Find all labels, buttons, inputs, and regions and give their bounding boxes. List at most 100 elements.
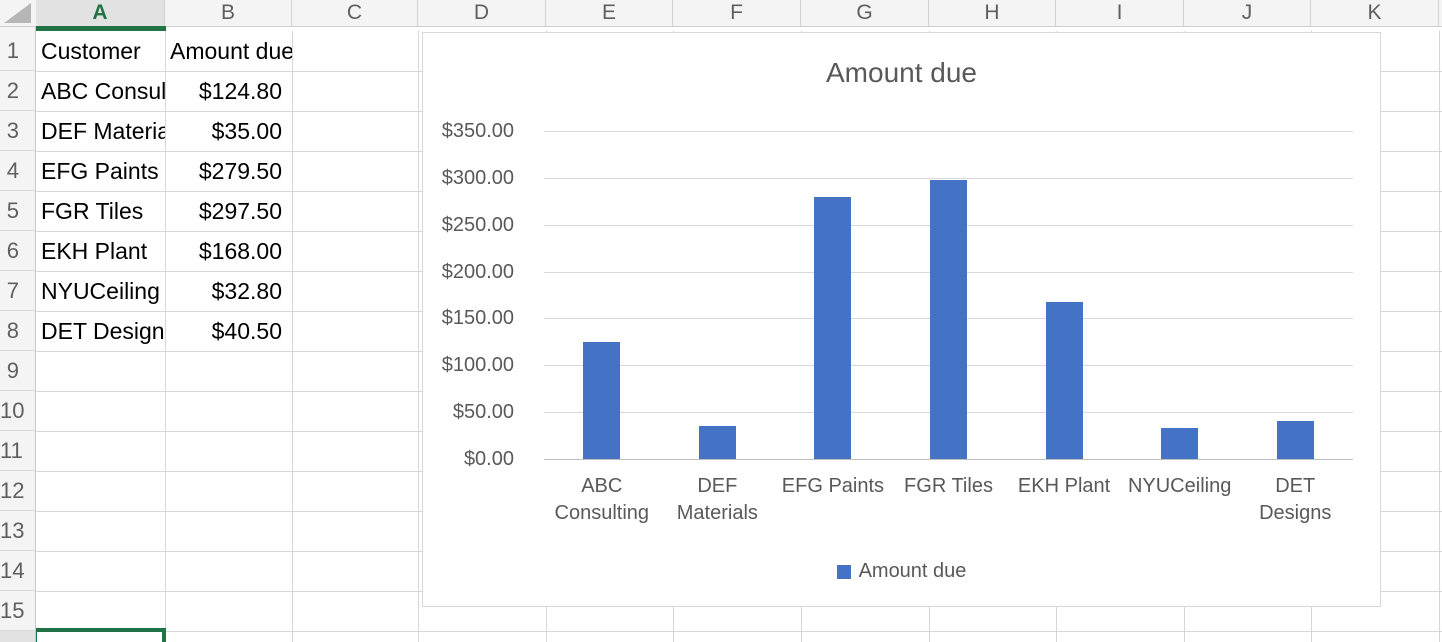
y-axis-tick-label[interactable]: $250.00 [441, 213, 514, 236]
y-axis-tick-label[interactable]: $50.00 [452, 401, 514, 424]
row-header-strip: 12345678910111213141516 [0, 27, 36, 642]
column-header-H[interactable]: H [929, 0, 1056, 26]
h-gridline [36, 631, 1442, 632]
y-axis-tick-label[interactable]: $200.00 [441, 260, 514, 283]
bar-abc-consulting[interactable] [583, 342, 621, 459]
row-header-separator [0, 510, 35, 511]
selected-column-underline [36, 26, 166, 31]
x-axis-category-label[interactable]: EKH Plant [1017, 475, 1111, 497]
cell-B2-amount[interactable]: $124.80 [198, 78, 282, 104]
column-header-K[interactable]: K [1311, 0, 1439, 26]
row-header-5[interactable]: 5 [0, 191, 35, 231]
legend-label: Amount due [858, 560, 967, 582]
bar-def-materials[interactable] [698, 426, 736, 459]
v-gridline [165, 31, 166, 642]
chart-title[interactable]: Amount due [826, 57, 977, 88]
row-header-16[interactable]: 16 [0, 631, 35, 642]
cell-B1-amount-header[interactable]: Amount due [170, 38, 292, 64]
column-header-J[interactable]: J [1184, 0, 1311, 26]
bar-efg-paints[interactable] [814, 197, 852, 459]
v-gridline [1439, 31, 1440, 642]
column-header-E[interactable]: E [546, 0, 673, 26]
cell-A1-customer-header[interactable]: Customer [41, 38, 141, 64]
column-header-G[interactable]: G [801, 0, 929, 26]
legend-swatch-icon [836, 564, 851, 579]
row-header-separator [0, 550, 35, 551]
row-header-10[interactable]: 10 [0, 391, 35, 431]
bar-fgr-tiles[interactable] [930, 180, 967, 459]
chart-gridline [544, 177, 1353, 179]
row-header-separator [0, 430, 35, 431]
cell-A5-customer[interactable]: FGR Tiles [41, 198, 144, 224]
row-header-separator [0, 310, 35, 311]
cell-B3-amount[interactable]: $35.00 [211, 118, 282, 144]
x-axis-category-label[interactable]: DEF Materials [676, 475, 758, 524]
column-header-F[interactable]: F [673, 0, 801, 26]
row-header-4[interactable]: 4 [0, 151, 35, 191]
row-header-14[interactable]: 14 [0, 551, 35, 591]
select-all-triangle-icon [4, 3, 31, 23]
row-header-7[interactable]: 7 [0, 271, 35, 311]
cell-B5-amount[interactable]: $297.50 [198, 198, 282, 224]
row-header-separator [0, 470, 35, 471]
y-axis-tick-label[interactable]: $350.00 [441, 120, 514, 142]
x-axis-line [544, 459, 1353, 460]
cell-A2-customer[interactable]: ABC Consulting [41, 78, 165, 104]
column-header-D[interactable]: D [418, 0, 546, 26]
x-axis-category-label[interactable]: NYUCeiling [1127, 475, 1232, 497]
select-all-button[interactable] [0, 0, 37, 26]
chart-legend[interactable]: Amount due [423, 560, 1380, 583]
row-header-13[interactable]: 13 [0, 511, 35, 551]
cell-A6-customer[interactable]: EKH Plant [41, 238, 148, 264]
row-header-11[interactable]: 11 [0, 431, 35, 471]
row-header-separator [0, 350, 35, 351]
y-axis-tick-label[interactable]: $0.00 [463, 448, 514, 470]
row-header-separator [0, 190, 35, 191]
row-header-12[interactable]: 12 [0, 471, 35, 511]
row-header-1[interactable]: 1 [0, 31, 35, 71]
v-gridline [292, 31, 293, 642]
row-header-separator [0, 230, 35, 231]
column-header-A[interactable]: A [36, 0, 165, 26]
bar-det-designs[interactable] [1276, 421, 1314, 459]
row-header-6[interactable]: 6 [0, 231, 35, 271]
cell-B6-amount[interactable]: $168.00 [198, 238, 282, 264]
bar-chart[interactable]: Amount due $0.00 $50.00 $100.00 $150.00 $200… [422, 32, 1381, 607]
row-header-separator [0, 110, 35, 111]
row-header-9[interactable]: 9 [0, 351, 35, 391]
row-header-15[interactable]: 15 [0, 591, 35, 631]
row-header-separator [0, 590, 35, 591]
y-axis-tick-label[interactable]: $150.00 [441, 307, 514, 330]
cell-B4-amount[interactable]: $279.50 [198, 158, 282, 184]
column-header-B[interactable]: B [165, 0, 292, 26]
cell-A4-customer[interactable]: EFG Paints [41, 158, 159, 184]
row-header-8[interactable]: 8 [0, 311, 35, 351]
row-header-separator [0, 270, 35, 271]
x-axis-category-label[interactable]: EFG Paints [781, 475, 885, 497]
column-header-C[interactable]: C [292, 0, 418, 26]
y-axis-tick-label[interactable]: $300.00 [441, 166, 514, 189]
cell-B7-amount[interactable]: $32.80 [211, 278, 282, 304]
v-gridline [418, 31, 419, 642]
row-header-separator [0, 150, 35, 151]
row-header-2[interactable]: 2 [0, 71, 35, 111]
y-axis-tick-label[interactable]: $100.00 [441, 354, 514, 377]
active-cell-outline [33, 628, 166, 642]
column-header-I[interactable]: I [1056, 0, 1184, 26]
cell-B8-amount[interactable]: $40.50 [211, 318, 282, 344]
x-axis-category-label[interactable]: ABC Consulting [554, 475, 650, 524]
bar-nyuceiling[interactable] [1161, 428, 1199, 459]
row-header-separator [0, 70, 35, 71]
cell-A3-customer[interactable]: DEF Materials [41, 118, 165, 144]
cell-A8-customer[interactable]: DET Designs [41, 318, 165, 344]
row-header-separator [0, 390, 35, 391]
cell-A7-customer[interactable]: NYUCeiling [41, 278, 160, 304]
row-header-separator [0, 630, 35, 631]
x-axis-category-label[interactable]: DET Designs [1259, 475, 1332, 524]
bar-ekh-plant[interactable] [1045, 301, 1083, 459]
chart-gridline [544, 131, 1353, 132]
x-axis-category-label[interactable]: FGR Tiles [904, 475, 993, 497]
row-header-3[interactable]: 3 [0, 111, 35, 151]
